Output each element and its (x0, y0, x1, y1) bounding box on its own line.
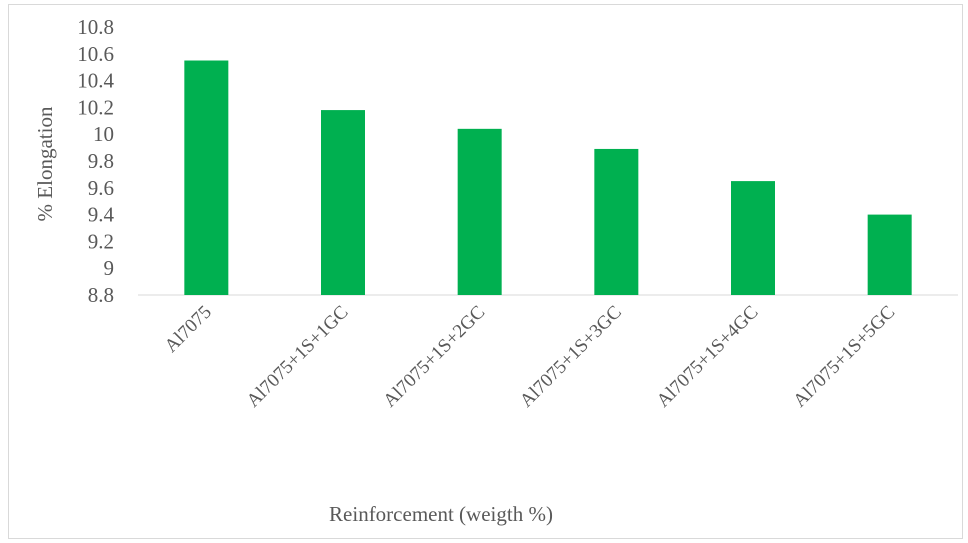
y-tick-label: 8.8 (88, 283, 114, 307)
bar (867, 214, 912, 295)
y-tick-label: 10.4 (77, 69, 114, 93)
y-axis-ticks: 8.8 9 9.29.4 9.6 9.8 10 10.210.4 10.6 10.8 (77, 15, 114, 307)
bar (321, 110, 365, 295)
x-axis-title: Reinforcement (weigth %) (329, 502, 553, 526)
x-tick-label: Al7075+1S+4GC (653, 302, 763, 412)
y-tick-label: 10.8 (77, 15, 114, 39)
y-tick-label: 9 (104, 256, 115, 280)
x-tick-label: Al7075+1S+5GC (789, 302, 899, 412)
y-tick-label: 10.2 (77, 95, 114, 119)
y-tick-label: 9.8 (88, 149, 114, 173)
y-tick-label: 9.4 (88, 203, 115, 227)
y-tick-label: 9.2 (88, 229, 114, 253)
bar (184, 60, 229, 295)
y-tick-label: 10 (93, 122, 114, 146)
x-tick-label: Al7075+1S+1GC (243, 302, 353, 412)
bars (184, 60, 912, 295)
y-tick-label: 9.6 (88, 176, 114, 200)
x-tick-label: Al7075 (161, 302, 216, 357)
x-axis-categories: Al7075 Al7075+1S+1GC Al7075+1S+2GC Al7075+1… (161, 302, 899, 412)
bar (594, 148, 639, 295)
y-tick-label: 10.6 (77, 42, 114, 66)
bar (731, 181, 775, 295)
x-tick-label: Al7075+1S+3GC (516, 302, 626, 412)
y-axis-title: % Elongation (33, 106, 57, 221)
x-tick-label: Al7075+1S+2GC (379, 302, 489, 412)
bar (457, 128, 502, 295)
